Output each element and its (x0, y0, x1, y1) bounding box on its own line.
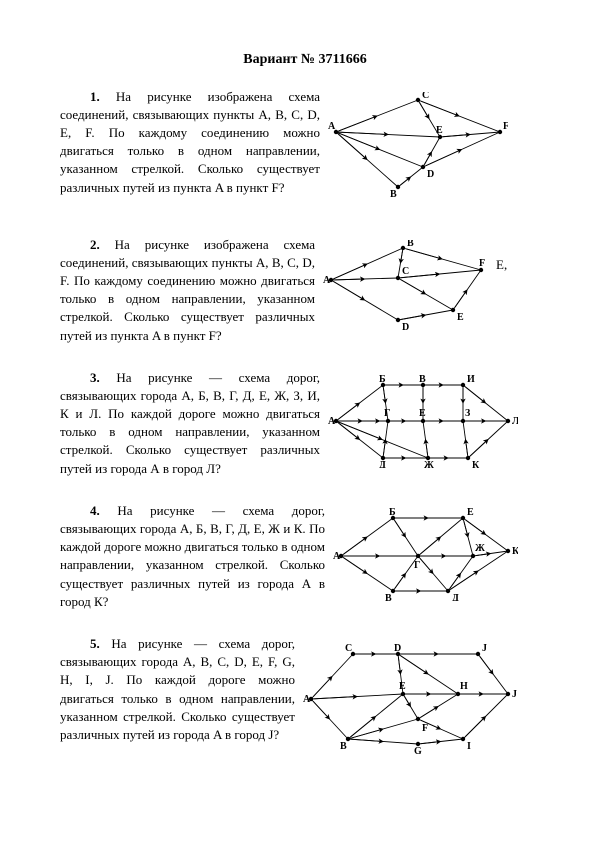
problem-text: 2. На рисунке изображена схема соединени… (60, 236, 315, 345)
problem-4: 4. На рисунке — схема дорог, связывающих… (60, 502, 550, 611)
svg-text:C: C (345, 643, 352, 654)
svg-text:Д: Д (379, 460, 386, 468)
svg-text:Г: Г (414, 560, 420, 571)
svg-text:F: F (422, 723, 428, 734)
problem-text: 4. На рисунке — схема дорог, связывающих… (60, 502, 325, 611)
svg-text:А: А (328, 416, 336, 427)
svg-text:В: В (385, 593, 392, 601)
problem-number: 4. (90, 503, 100, 518)
svg-text:A: A (328, 121, 336, 132)
svg-text:Е: Е (419, 408, 426, 419)
svg-text:G: G (414, 746, 422, 754)
problem-number: 3. (90, 370, 100, 385)
svg-text:Б: Б (379, 374, 386, 385)
svg-text:К: К (512, 546, 518, 557)
svg-text:Ж: Ж (424, 460, 434, 468)
svg-text:D: D (394, 643, 401, 654)
problem-2: 2. На рисунке изображена схема соединени… (60, 236, 550, 345)
svg-text:З: З (465, 408, 470, 419)
svg-text:D: D (402, 322, 409, 330)
problem-diagram: A B C D E F (328, 92, 508, 212)
problem-diagram: А Б В И Г Е З Л Д Ж К (328, 373, 518, 468)
problem-diagram: А Б В Г Д Е Ж К (333, 506, 518, 601)
problem-number: 2. (90, 237, 100, 252)
svg-text:Ж: Ж (475, 543, 485, 554)
svg-text:В: В (419, 374, 426, 385)
svg-text:E: E (457, 312, 464, 323)
side-label: E, (496, 236, 507, 274)
page-title: Вариант № 3711666 (60, 50, 550, 70)
problem-diagram: A B C D E F G H I J J (303, 639, 518, 754)
svg-text:E: E (399, 681, 406, 692)
problem-number: 1. (90, 89, 100, 104)
problem-3: 3. На рисунке — схема дорог, связывающих… (60, 369, 550, 478)
svg-text:К: К (472, 460, 480, 468)
svg-text:A: A (303, 694, 311, 705)
problems-list: 1. На рисунке изображена схема соединени… (60, 88, 550, 754)
svg-text:Г: Г (384, 408, 390, 419)
svg-text:A: A (323, 275, 331, 286)
svg-text:C: C (402, 266, 409, 277)
svg-text:А: А (333, 551, 341, 562)
svg-text:I: I (467, 741, 471, 752)
problem-number: 5. (90, 636, 100, 651)
problem-text: 3. На рисунке — схема дорог, связывающих… (60, 369, 320, 478)
svg-text:F: F (503, 121, 508, 132)
svg-text:Е: Е (467, 507, 474, 518)
svg-text:B: B (340, 741, 347, 752)
problem-1: 1. На рисунке изображена схема соединени… (60, 88, 550, 212)
svg-text:J: J (512, 689, 517, 700)
svg-text:F: F (479, 258, 485, 269)
problem-diagram: A B C D E F (323, 240, 488, 330)
svg-text:Л: Л (512, 416, 518, 427)
problem-5: 5. На рисунке — схема дорог, связывающих… (60, 635, 550, 754)
svg-text:Д: Д (452, 593, 459, 601)
problem-text: 1. На рисунке изображена схема соединени… (60, 88, 320, 197)
svg-text:H: H (460, 681, 468, 692)
svg-text:D: D (427, 169, 434, 180)
svg-text:B: B (390, 189, 397, 200)
svg-text:E: E (436, 125, 443, 136)
svg-text:B: B (407, 240, 414, 249)
svg-text:C: C (422, 92, 429, 101)
problem-text: 5. На рисунке — схема дорог, связывающих… (60, 635, 295, 744)
svg-text:J: J (482, 643, 487, 654)
svg-text:И: И (467, 374, 475, 385)
svg-text:Б: Б (389, 507, 396, 518)
